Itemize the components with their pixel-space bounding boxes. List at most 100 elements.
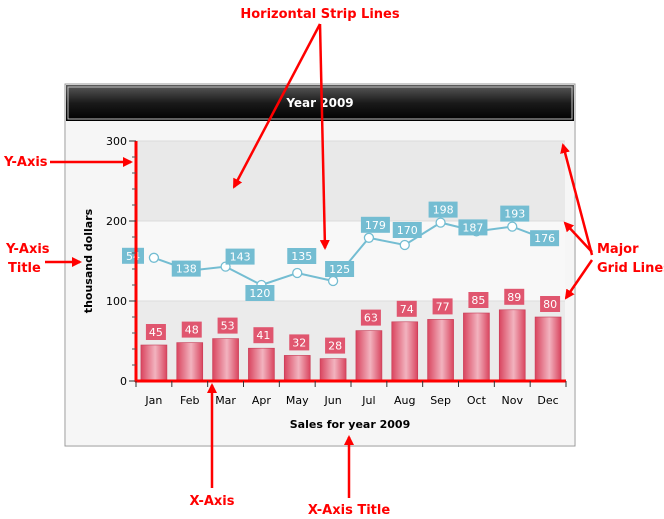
x-tick-label-dec: Dec bbox=[537, 394, 558, 407]
bar-label-box-may bbox=[289, 334, 310, 351]
line-label-box-feb bbox=[171, 260, 201, 277]
line-point-jan bbox=[148, 252, 160, 263]
line-value-label-jan: 54 bbox=[126, 250, 140, 263]
bar-label-box-jan bbox=[145, 324, 166, 340]
x-axis-title: Sales for year 2009 bbox=[290, 418, 410, 431]
line-label-box-may bbox=[287, 248, 317, 264]
x-tick-label-jun: Jun bbox=[323, 394, 341, 407]
x-tick-label-apr: Apr bbox=[252, 394, 272, 407]
x-tick-label-oct: Oct bbox=[467, 394, 487, 407]
line-value-label-may: 135 bbox=[291, 250, 312, 263]
chart-title: Year 2009 bbox=[285, 96, 353, 110]
strip-band-0-100 bbox=[135, 301, 565, 381]
bar-label-box-sep bbox=[432, 298, 453, 315]
bar-value-label-may: 32 bbox=[292, 336, 306, 349]
bar-label-box-nov bbox=[504, 288, 525, 305]
line-series: 54 138 143 120 135 125 179 170 198 187 193 176 bbox=[122, 201, 560, 301]
line-point-jun bbox=[327, 275, 339, 287]
line-value-label-aug: 170 bbox=[397, 224, 418, 237]
callout-y-axis: Y-Axis bbox=[3, 155, 48, 170]
callout-x-axis-title: X-Axis Title bbox=[308, 503, 391, 518]
y-tick-label-100: 100 bbox=[106, 295, 127, 308]
annotation-callouts: Horizontal Strip Lines Y-Axis Y-Axis Tit… bbox=[3, 7, 664, 518]
title-bar-inner-border bbox=[67, 86, 573, 120]
callout-y-axis-title-line1: Y-Axis bbox=[5, 242, 50, 257]
line-value-label-sep: 198 bbox=[433, 204, 454, 217]
x-tick-label-nov: Nov bbox=[502, 394, 524, 407]
x-tick-label-jan: Jan bbox=[144, 394, 162, 407]
y-axis-ticks bbox=[129, 140, 136, 382]
line-point-may bbox=[292, 267, 303, 279]
bar-label-box-dec bbox=[540, 296, 561, 312]
bar-value-label-dec: 80 bbox=[543, 298, 557, 311]
line-value-label-feb: 138 bbox=[176, 263, 197, 276]
bar-label-box-jun bbox=[325, 337, 346, 354]
bar-label-box-apr bbox=[253, 327, 274, 344]
bar-label-box-oct bbox=[468, 292, 489, 308]
bar-value-label-apr: 41 bbox=[256, 329, 270, 342]
bar-value-label-oct: 85 bbox=[471, 294, 485, 307]
bar-sep bbox=[427, 319, 454, 382]
title-bar bbox=[66, 85, 574, 121]
line-label-box-mar bbox=[225, 248, 255, 265]
line-label-box-dec bbox=[530, 230, 560, 247]
y-axis-title: thousand dollars bbox=[82, 208, 95, 313]
bar-value-label-jul: 63 bbox=[364, 312, 378, 325]
bar-value-label-aug: 74 bbox=[400, 303, 414, 316]
y-tick-label-0: 0 bbox=[120, 375, 127, 388]
x-tick-label-feb: Feb bbox=[180, 394, 199, 407]
bar-value-label-feb: 48 bbox=[185, 324, 199, 337]
y-tick-label-300: 300 bbox=[106, 135, 127, 148]
x-tick-label-aug: Aug bbox=[394, 394, 415, 407]
line-point-nov bbox=[507, 221, 518, 232]
bar-oct bbox=[463, 312, 490, 382]
line-point-aug bbox=[399, 239, 410, 251]
line-point-sep bbox=[435, 217, 446, 228]
bar-jul bbox=[355, 330, 383, 382]
line-value-label-jun: 125 bbox=[329, 263, 350, 276]
line-label-box-sep bbox=[428, 201, 458, 218]
x-tick-label-sep: Sep bbox=[430, 394, 451, 407]
arrow-major-grid-200 bbox=[563, 221, 593, 253]
callout-y-axis-title-line2: Title bbox=[8, 261, 41, 276]
y-tick-label-200: 200 bbox=[106, 215, 127, 228]
arrow-strip-lines-1 bbox=[232, 23, 322, 189]
bar-value-label-jan: 45 bbox=[149, 326, 163, 339]
line-label-box-oct bbox=[458, 219, 488, 236]
line-value-label-oct: 187 bbox=[462, 221, 483, 234]
bar-mar bbox=[212, 338, 239, 382]
bar-value-label-sep: 77 bbox=[436, 300, 450, 313]
bar-may bbox=[283, 355, 311, 382]
bar-label-box-mar bbox=[217, 317, 238, 334]
line-label-box-jan bbox=[122, 247, 144, 264]
bar-label-box-aug bbox=[396, 300, 417, 317]
callout-horizontal-strip-lines: Horizontal Strip Lines bbox=[240, 7, 399, 22]
callout-x-axis: X-Axis bbox=[190, 494, 235, 509]
bar-label-box-jul bbox=[360, 309, 381, 326]
bar-value-label-nov: 89 bbox=[507, 291, 521, 304]
x-axis-tick-labels: Jan Feb Mar Apr May Jun Jul Aug Sep Oct Nov Dec bbox=[144, 394, 558, 407]
line-value-label-dec: 176 bbox=[534, 232, 555, 245]
bar-apr bbox=[248, 347, 275, 382]
line-value-label-mar: 143 bbox=[230, 251, 251, 264]
strip-band-200-300 bbox=[135, 141, 565, 221]
arrow-strip-lines-2 bbox=[318, 23, 330, 250]
arrow-major-grid-300 bbox=[560, 143, 594, 256]
bar-value-label-mar: 53 bbox=[221, 320, 235, 333]
bar-dec bbox=[534, 316, 562, 382]
callout-major-grid-line1: Major bbox=[597, 242, 639, 257]
line-label-box-aug bbox=[392, 222, 422, 238]
bar-label-box-feb bbox=[181, 321, 202, 338]
line-value-label-nov: 193 bbox=[504, 208, 525, 221]
line-label-box-jul bbox=[360, 216, 390, 233]
bar-value-label-jun: 28 bbox=[328, 340, 342, 353]
arrow-major-grid-100 bbox=[564, 259, 594, 300]
bar-aug bbox=[391, 321, 419, 382]
line-label-box-nov bbox=[500, 205, 530, 222]
line-value-label-jul: 179 bbox=[365, 219, 386, 232]
bar-series: 45 48 53 41 32 28 63 74 77 85 89 80 bbox=[140, 288, 562, 382]
callout-major-grid-line2: Grid Lines bbox=[597, 261, 664, 276]
line-value-label-apr: 120 bbox=[249, 287, 270, 300]
bar-nov bbox=[498, 309, 526, 382]
